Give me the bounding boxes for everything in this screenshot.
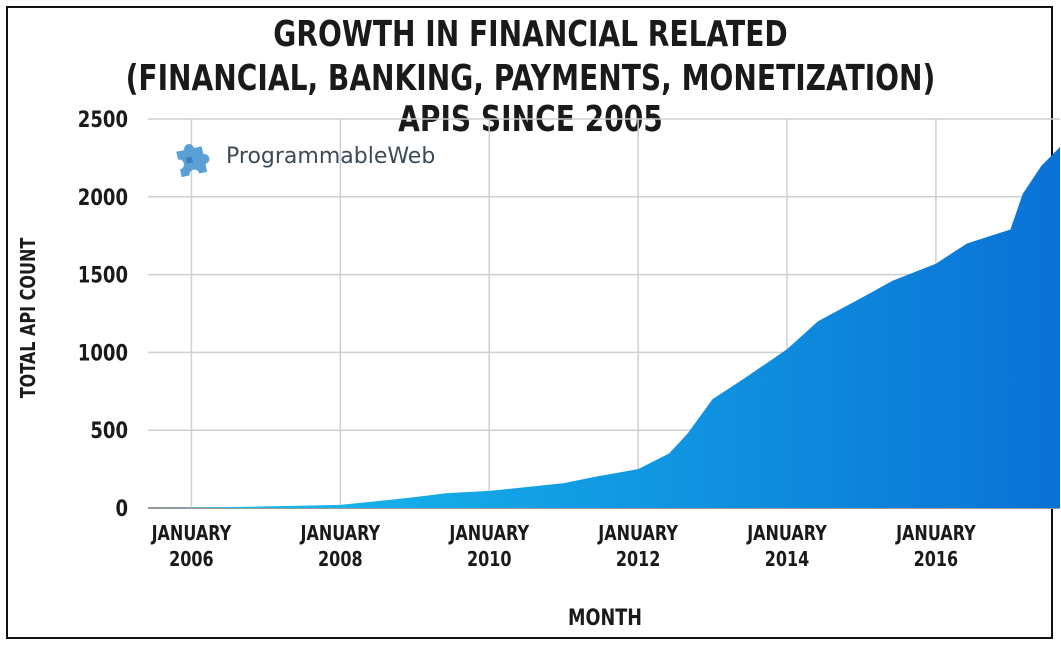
y-tick-label-1500: 1500 <box>78 262 128 288</box>
x-axis-label: MONTH <box>568 606 642 631</box>
y-axis-label: TOTAL API COUNT <box>16 237 40 399</box>
puzzle-piece-icon <box>176 144 210 178</box>
x-tick-label-2014-year: 2014 <box>765 548 810 571</box>
x-tick-label-2012-month: JANUARY <box>597 522 679 545</box>
logo-text: ProgrammableWeb <box>226 143 436 169</box>
x-tick-label-2012-year: 2012 <box>616 548 661 571</box>
x-tick-label-2014-month: JANUARY <box>745 522 827 545</box>
y-tick-label-2500: 2500 <box>78 106 128 132</box>
x-tick-label-2006-month: JANUARY <box>150 522 232 545</box>
x-tick-label-2010-year: 2010 <box>467 548 512 571</box>
y-tick-label-0: 0 <box>115 495 128 521</box>
x-tick-label-2016-year: 2016 <box>914 548 959 571</box>
chart-title-line1: GROWTH IN FINANCIAL RELATED <box>273 14 788 55</box>
x-tick-label-2006-year: 2006 <box>169 548 214 571</box>
y-tick-label-2000: 2000 <box>78 184 128 210</box>
y-tick-label-1000: 1000 <box>78 340 128 366</box>
y-tick-label-500: 500 <box>90 417 128 443</box>
x-tick-label-2016-month: JANUARY <box>894 522 976 545</box>
x-tick-label-2008-month: JANUARY <box>299 522 381 545</box>
programmableweb-logo: ProgrammableWeb <box>172 134 435 178</box>
x-tick-label-2008-year: 2008 <box>318 548 363 571</box>
x-tick-label-2010-month: JANUARY <box>448 522 530 545</box>
api-count-area <box>148 147 1060 508</box>
